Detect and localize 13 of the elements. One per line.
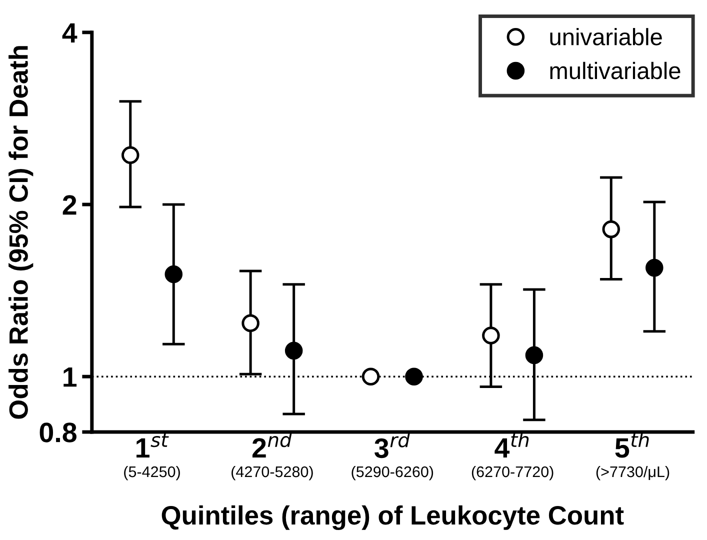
y-tick-label: 2 xyxy=(62,195,76,215)
legend-label: multivariable xyxy=(550,62,680,80)
category-label: 2$^{nd}$ (4270-5280) xyxy=(232,432,313,480)
y-tick-label: 1 xyxy=(64,368,77,387)
y-axis-title: Odds Ratio (95% CI) for Death xyxy=(8,46,34,419)
category-label: 1$^{st}$ (5-4250) xyxy=(124,433,180,480)
x-axis-title: Quintiles (range) of Leukocyte Count xyxy=(162,505,624,530)
category-label: 5$^{th}$ (>7730/μL) xyxy=(596,432,670,480)
y-tick-label: 0.8 xyxy=(40,422,76,442)
legend-label: univariable xyxy=(550,28,662,46)
category-label: 3$^{rd}$ (5290-6260) xyxy=(352,432,434,480)
y-tick-label: 4 xyxy=(62,23,78,42)
category-label: 4$^{th}$ (6270-7720) xyxy=(472,432,554,480)
